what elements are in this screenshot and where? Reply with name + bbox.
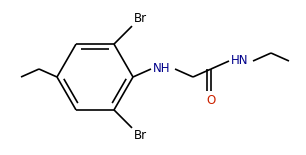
Text: Br: Br: [134, 129, 147, 142]
Text: NH: NH: [153, 62, 170, 75]
Text: HN: HN: [231, 55, 248, 67]
Text: O: O: [206, 94, 216, 107]
Text: Br: Br: [134, 12, 147, 25]
